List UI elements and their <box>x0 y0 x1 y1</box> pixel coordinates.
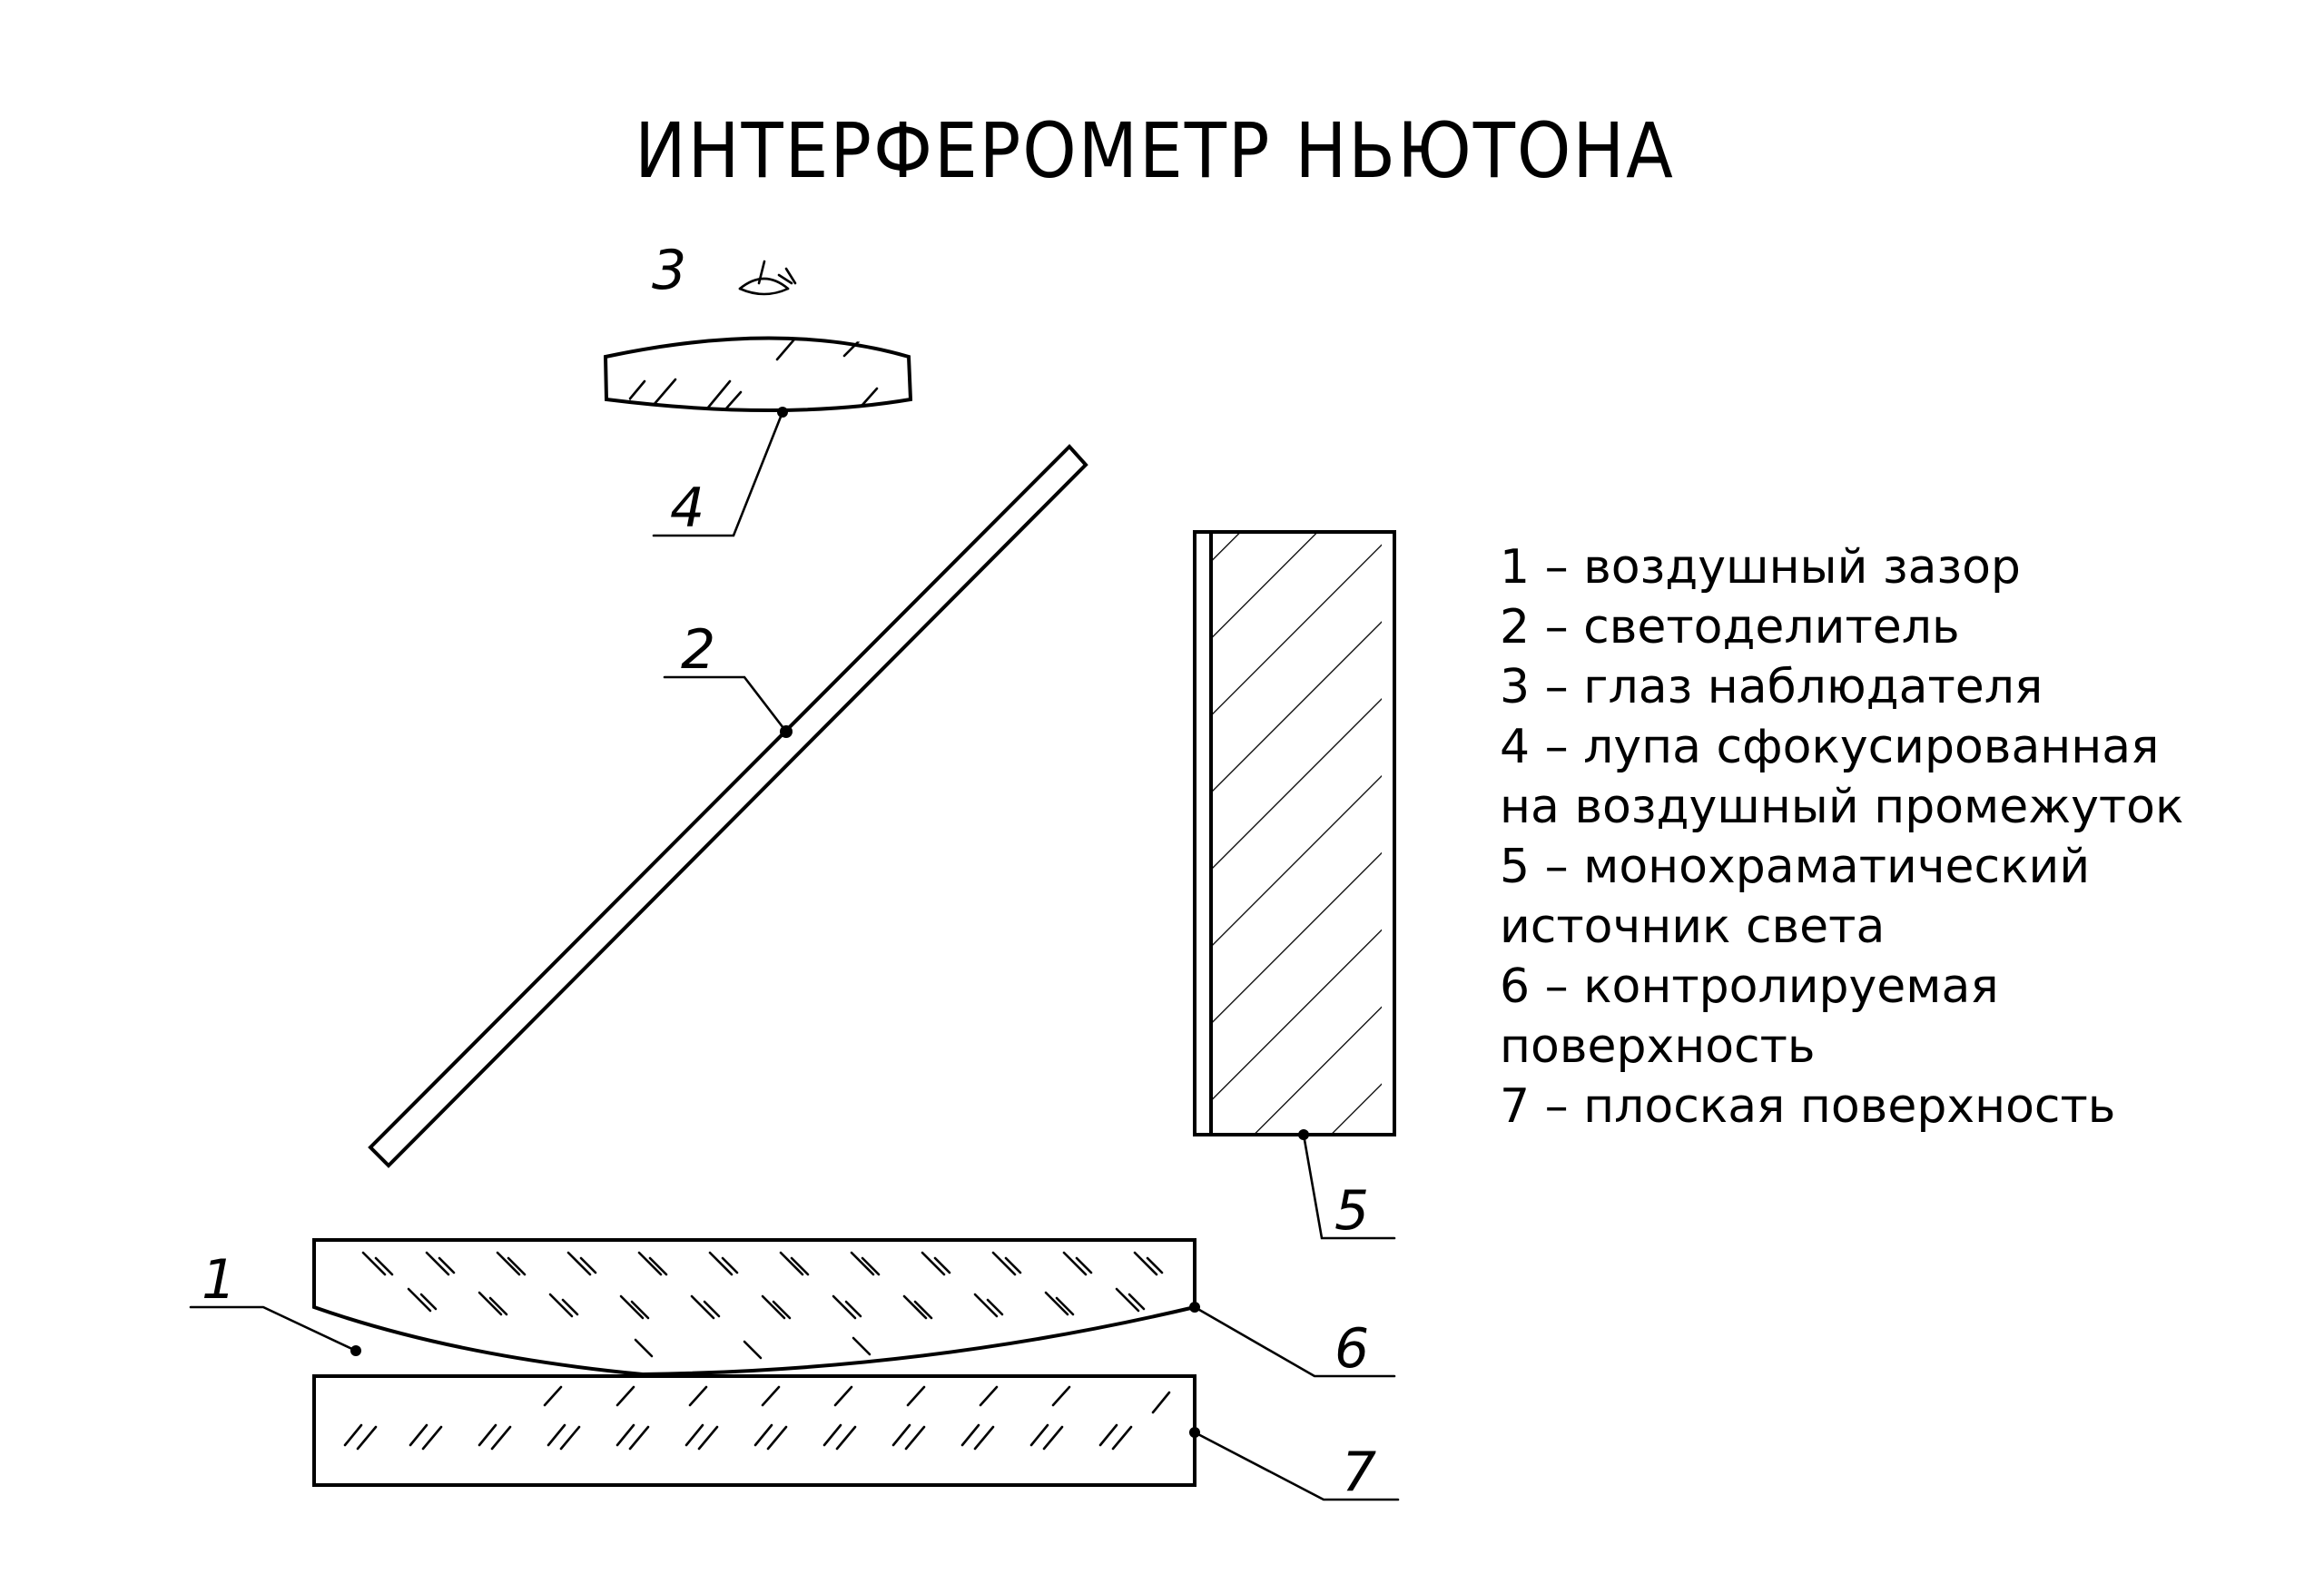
callout-3-label: 3 <box>652 239 686 302</box>
legend-line: 6 – контролируемая <box>1500 959 1999 1014</box>
callout-1-label: 1 <box>202 1248 236 1312</box>
callout-6-label: 6 <box>1334 1317 1369 1381</box>
legend-line: 1 – воздушный зазор <box>1500 540 2021 595</box>
diagram-title: ИНТЕРФЕРОМЕТР НЬЮТОНА <box>635 106 1675 195</box>
callout-2-leader <box>663 675 793 738</box>
legend-line: 2 – светоделитель <box>1500 600 1960 654</box>
legend-line: источник света <box>1500 900 1885 954</box>
light-source-block <box>1193 530 1396 1136</box>
callout-7-label: 7 <box>1342 1441 1376 1504</box>
legend: 1 – воздушный зазор 2 – светоделитель 3 … <box>1500 540 2183 1134</box>
eye-icon <box>738 260 797 296</box>
legend-line: поверхность <box>1500 1019 1816 1074</box>
legend-line: 3 – глаз наблюдателя <box>1500 660 2043 714</box>
legend-line: 4 – лупа сфокусированная <box>1500 720 2159 774</box>
beam-splitter-plate <box>368 444 1088 1168</box>
legend-line: 7 – плоская поверхность <box>1500 1079 2115 1134</box>
glass-hatch-lower <box>343 1385 1171 1451</box>
magnifier-lens <box>603 336 913 412</box>
callout-1-leader <box>189 1305 361 1356</box>
callout-7-leader <box>1189 1427 1400 1501</box>
callout-6-leader <box>1189 1302 1396 1378</box>
flat-surface-block <box>312 1374 1196 1487</box>
controlled-surface-block <box>312 1238 1196 1377</box>
callout-4-label: 4 <box>670 477 704 540</box>
legend-line: на воздушный промежуток <box>1500 780 2183 834</box>
glass-hatch-upper <box>361 1251 1164 1360</box>
callout-5-leader <box>1298 1129 1396 1240</box>
callout-2-label: 2 <box>681 618 715 682</box>
callout-4-leader <box>652 407 788 537</box>
legend-line: 5 – монохраматический <box>1500 840 2090 894</box>
callout-5-label: 5 <box>1334 1179 1369 1243</box>
